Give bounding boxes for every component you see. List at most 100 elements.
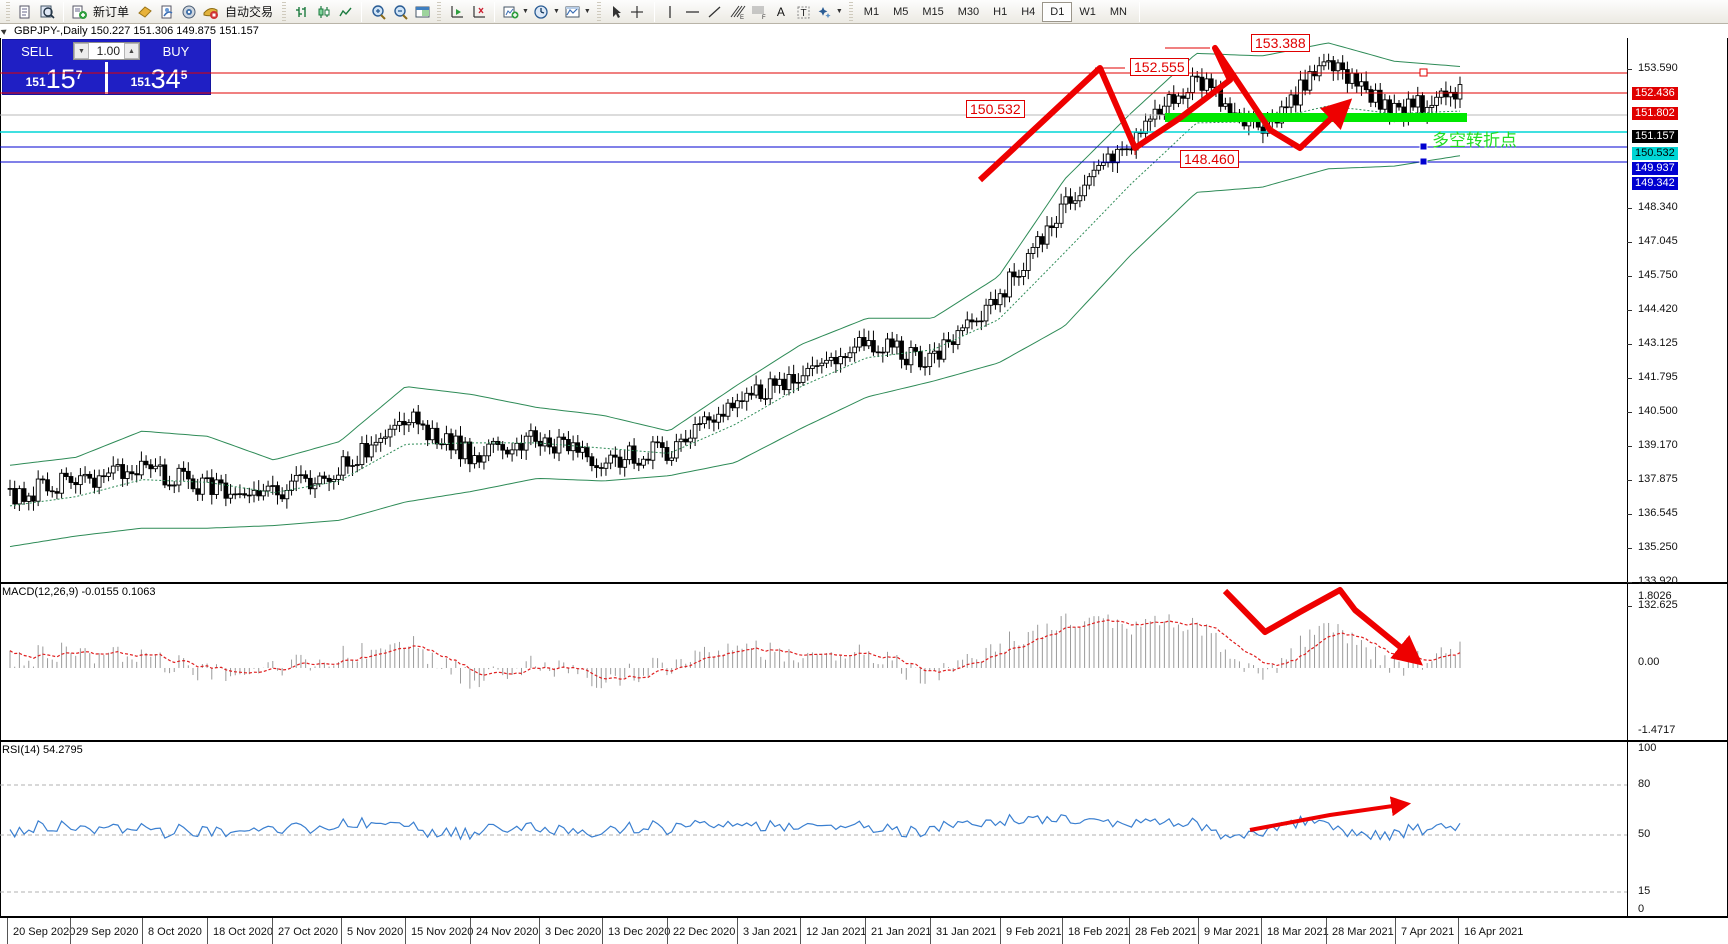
buy-button[interactable]: BUY: [162, 43, 190, 59]
date-label: 13 Dec 2020: [608, 926, 671, 938]
price-label: 136.545: [1638, 507, 1678, 519]
price-tick: [1627, 310, 1632, 311]
date-tick: [1326, 918, 1327, 944]
data-window-icon[interactable]: [36, 1, 58, 23]
buy-price-display[interactable]: 151 34 5: [108, 62, 210, 94]
date-tick: [602, 918, 603, 944]
zoom-in-icon[interactable]: [367, 1, 389, 23]
date-label: 9 Feb 2021: [1006, 926, 1062, 938]
trendline-icon[interactable]: [704, 1, 726, 23]
price-label: 148.340: [1638, 201, 1678, 213]
date-label: 20 Sep 2020: [13, 926, 76, 938]
level-label-153-388[interactable]: 153.388: [1251, 34, 1310, 52]
tab-timeframe-m15[interactable]: M15: [922, 5, 944, 18]
vertical-line-icon[interactable]: [660, 1, 682, 23]
volume-input[interactable]: 1.00: [96, 44, 120, 58]
toolbar-grip[interactable]: [6, 1, 10, 22]
one-click-top-row: SELL ▼ 1.00 ▲ BUY: [3, 40, 210, 62]
volume-decrease-button[interactable]: ▼: [74, 43, 89, 59]
sell-button[interactable]: SELL: [21, 43, 53, 59]
level-label-150-532[interactable]: 150.532: [966, 100, 1025, 118]
date-tick: [341, 918, 342, 944]
sell-price-display[interactable]: 151 15 7: [3, 62, 108, 94]
horizontal-line-icon[interactable]: [682, 1, 704, 23]
price-chip[interactable]: 149.342: [1632, 177, 1678, 190]
signals-icon[interactable]: [178, 1, 200, 23]
chevron-down-icon-4[interactable]: ▼: [835, 8, 843, 15]
level-label-148-460[interactable]: 148.460: [1180, 150, 1239, 168]
date-tick: [930, 918, 931, 944]
date-tick: [272, 918, 273, 944]
price-label: 137.875: [1638, 473, 1678, 485]
candlestick-chart-icon[interactable]: [312, 1, 334, 23]
expert-advisor-icon[interactable]: [134, 1, 156, 23]
tab-timeframe-mn[interactable]: MN: [1109, 5, 1127, 18]
price-chip[interactable]: 150.532: [1632, 147, 1678, 160]
date-tick: [7, 918, 8, 944]
shapes-icon[interactable]: ▼: [814, 1, 845, 23]
chevron-down-icon-2[interactable]: ▼: [552, 8, 560, 15]
terminal-icon[interactable]: [14, 1, 36, 23]
sell-price-prefix: 151: [25, 75, 46, 89]
price-label: 143.125: [1638, 337, 1678, 349]
bar-chart-icon[interactable]: [290, 1, 312, 23]
tab-timeframe-w1[interactable]: W1: [1079, 5, 1096, 18]
line-chart-icon[interactable]: [334, 1, 356, 23]
rsi-pane[interactable]: [0, 741, 1728, 917]
toolbar-grip-3[interactable]: [437, 1, 442, 22]
date-label: 28 Mar 2021: [1332, 926, 1394, 938]
text-icon[interactable]: A: [776, 4, 785, 19]
one-click-trading-panel[interactable]: SELL ▼ 1.00 ▲ BUY 151 15 7 151 34 5: [2, 39, 211, 95]
price-chip[interactable]: 151.802: [1632, 107, 1678, 120]
cursor-icon[interactable]: [605, 1, 627, 23]
date-tick: [470, 918, 471, 944]
macd-pane[interactable]: [0, 583, 1728, 741]
fibonacci-icon[interactable]: F: [748, 1, 770, 23]
metaeditor-icon[interactable]: [156, 1, 178, 23]
volume-stepper[interactable]: ▼ 1.00 ▲: [73, 42, 140, 60]
zoom-out-icon[interactable]: [389, 1, 411, 23]
new-order-icon[interactable]: 新订单: [69, 1, 134, 23]
rsi-scale-label: 15: [1638, 885, 1651, 897]
tab-timeframe-h4[interactable]: H4: [1021, 5, 1036, 18]
chart-shift-icon[interactable]: [445, 1, 467, 23]
period-icon[interactable]: ▼: [531, 1, 562, 23]
auto-scroll-icon[interactable]: [467, 1, 489, 23]
toolbar-divider-3: [494, 1, 496, 22]
level-label-152-555[interactable]: 152.555: [1130, 58, 1189, 76]
tab-timeframe-h1[interactable]: H1: [993, 5, 1008, 18]
price-chip[interactable]: 152.436: [1632, 87, 1678, 100]
toolbar-grip-4[interactable]: [596, 1, 601, 22]
text-label-icon[interactable]: T: [792, 1, 814, 23]
date-label: 8 Oct 2020: [148, 926, 202, 938]
macd-scale-label: 1.8026: [1638, 590, 1672, 602]
tab-timeframe-d1[interactable]: D1: [1042, 1, 1073, 22]
toolbar-divider-2: [361, 1, 363, 22]
toolbar-grip-2[interactable]: [282, 1, 287, 22]
grid-icon[interactable]: [411, 1, 433, 23]
toolbar-grip-5[interactable]: [848, 1, 853, 22]
tab-timeframe-m30[interactable]: M30: [957, 5, 980, 18]
auto-trading-icon[interactable]: 自动交易: [200, 1, 278, 23]
chevron-down-icon[interactable]: ▼: [522, 8, 529, 15]
main-chart-pane[interactable]: [0, 28, 1728, 583]
price-chip[interactable]: 151.157: [1632, 130, 1678, 143]
templates-icon[interactable]: ▼: [562, 1, 593, 23]
volume-increase-button[interactable]: ▲: [124, 43, 139, 59]
equidistant-channel-icon[interactable]: E: [726, 1, 748, 23]
crosshair-icon[interactable]: [627, 1, 649, 23]
date-label: 7 Apr 2021: [1401, 926, 1455, 938]
tab-timeframe-m5[interactable]: M5: [893, 5, 909, 18]
date-axis[interactable]: 20 Sep 2020 29 Sep 2020 8 Oct 2020 18 Oct 2…: [0, 917, 1728, 944]
date-tick: [1129, 918, 1130, 944]
date-label: 21 Jan 2021: [871, 926, 932, 938]
price-tick: [1627, 446, 1632, 447]
chinese-annotation-note[interactable]: 多空转折点: [1432, 131, 1517, 151]
rsi-scale-label: 0: [1638, 903, 1645, 915]
price-chip[interactable]: 149.937: [1632, 162, 1678, 175]
price-tick: [1627, 378, 1632, 379]
add-indicator-icon[interactable]: ▼: [500, 1, 531, 23]
tab-timeframe-m1[interactable]: M1: [863, 5, 880, 18]
price-label: 135.250: [1638, 541, 1678, 553]
chevron-down-icon-3[interactable]: ▼: [583, 8, 591, 15]
